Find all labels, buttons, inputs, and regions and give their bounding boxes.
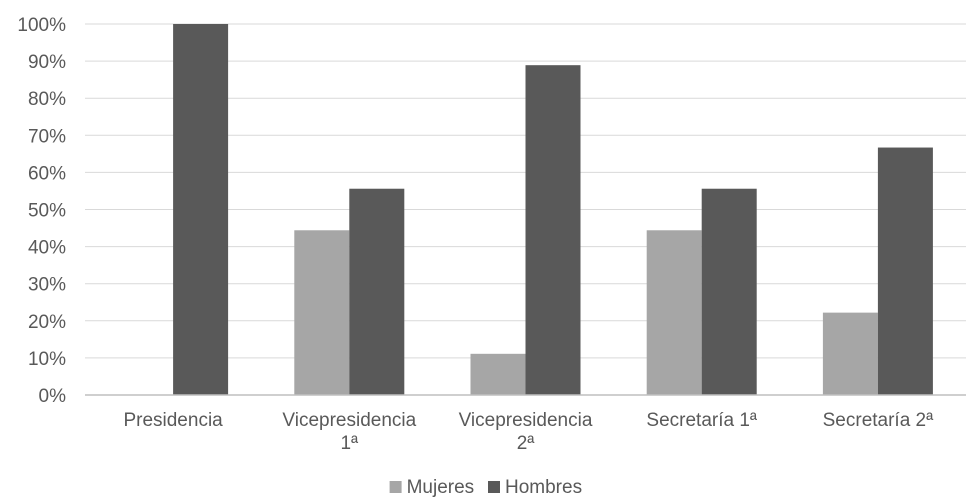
x-category-label: Presidencia xyxy=(123,410,223,431)
legend-label: Mujeres xyxy=(407,477,475,498)
bar-mujeres-2 xyxy=(470,353,526,395)
y-tick-label: 50% xyxy=(28,201,66,222)
y-tick-label: 60% xyxy=(28,163,66,184)
x-category-label: Secretaría 1ª xyxy=(646,410,757,431)
legend-swatch xyxy=(389,481,402,493)
bar-hombres-3 xyxy=(701,188,757,395)
y-axis-tick-labels: 0% 10% 20% 30% 40% 50% 60% 70% 80% 90% 100% xyxy=(17,15,66,407)
legend: Mujeres Hombres xyxy=(389,477,582,498)
bar-mujeres-1 xyxy=(294,230,350,395)
bar-hombres-2 xyxy=(525,65,581,395)
x-category-label-line: 1ª xyxy=(340,433,359,454)
legend-item-mujeres: Mujeres xyxy=(389,477,475,498)
bar-hombres-0 xyxy=(173,24,229,395)
y-tick-label: 80% xyxy=(28,89,66,110)
y-tick-label: 40% xyxy=(28,238,66,259)
y-tick-label: 10% xyxy=(28,349,66,370)
y-tick-label: 90% xyxy=(28,52,66,73)
x-category-label-line: 2ª xyxy=(517,433,536,454)
bars xyxy=(173,24,933,395)
bar-mujeres-4 xyxy=(822,312,878,395)
x-category-label-line: Vicepresidencia xyxy=(459,410,593,431)
x-category-label-line: Vicepresidencia xyxy=(282,410,416,431)
legend-swatch xyxy=(488,481,500,493)
bar-hombres-1 xyxy=(349,188,405,395)
x-category-label: Vicepresidencia 2ª xyxy=(459,410,593,454)
y-tick-label: 100% xyxy=(17,15,66,36)
x-axis-category-labels: Presidencia Vicepresidencia 1ªVicepresiden… xyxy=(123,410,934,454)
bar-hombres-4 xyxy=(877,147,933,395)
x-category-label-line: Secretaría 2ª xyxy=(823,410,934,431)
x-category-label-line: Presidencia xyxy=(123,410,223,431)
y-tick-label: 70% xyxy=(28,126,66,147)
x-category-label: Secretaría 2ª xyxy=(823,410,934,431)
legend-label: Hombres xyxy=(505,477,582,498)
y-tick-label: 30% xyxy=(28,275,66,296)
y-tick-label: 20% xyxy=(28,312,66,333)
legend-item-hombres: Hombres xyxy=(488,477,582,498)
y-tick-label: 0% xyxy=(39,386,67,407)
x-category-label: Vicepresidencia 1ª xyxy=(282,410,416,454)
bar-mujeres-3 xyxy=(646,230,702,395)
x-category-label-line: Secretaría 1ª xyxy=(646,410,757,431)
